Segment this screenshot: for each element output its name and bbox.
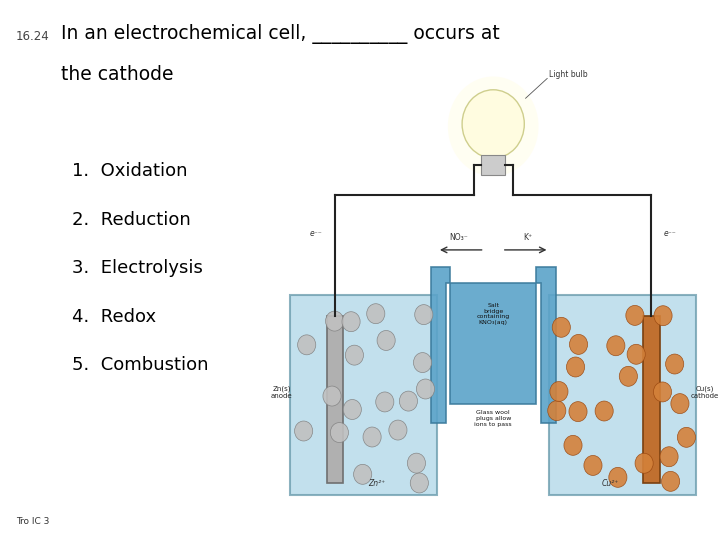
Circle shape [609,468,627,487]
Circle shape [660,447,678,467]
Text: Light bulb: Light bulb [549,70,588,79]
Circle shape [377,330,395,350]
Circle shape [570,334,588,354]
Text: the cathode: the cathode [61,65,174,84]
Circle shape [678,427,696,447]
Text: Zn(s)
anode: Zn(s) anode [271,386,292,399]
Text: 2.  Reduction: 2. Reduction [72,211,191,228]
Text: Tro IC 3: Tro IC 3 [16,517,49,526]
Circle shape [564,435,582,455]
Text: 16.24: 16.24 [16,30,50,43]
Circle shape [550,382,568,402]
Text: NO₃⁻: NO₃⁻ [449,233,468,242]
Circle shape [671,394,689,414]
Circle shape [413,353,431,373]
Text: e⁻⁻: e⁻⁻ [310,229,323,238]
Circle shape [330,423,348,442]
Circle shape [665,354,684,374]
Circle shape [595,401,613,421]
Circle shape [400,391,418,411]
Text: e⁻⁻: e⁻⁻ [664,229,677,238]
Circle shape [662,471,680,491]
Text: Salt
bridge
containing
KNO₃(aq): Salt bridge containing KNO₃(aq) [477,303,510,325]
Circle shape [462,90,524,158]
Text: 5.  Combustion: 5. Combustion [72,356,209,374]
Circle shape [416,379,435,399]
Circle shape [635,453,653,473]
Circle shape [323,386,341,406]
Text: Cu²⁺: Cu²⁺ [601,478,618,488]
Polygon shape [549,295,696,495]
Polygon shape [431,267,556,423]
Circle shape [376,392,394,412]
Text: Zn²⁺: Zn²⁺ [368,478,385,488]
Circle shape [569,402,587,422]
Text: 3.  Electrolysis: 3. Electrolysis [72,259,203,277]
Circle shape [448,77,539,176]
Circle shape [389,420,407,440]
Circle shape [294,421,312,441]
Bar [643,316,660,483]
Circle shape [627,345,645,364]
Polygon shape [290,295,437,495]
Circle shape [346,345,364,365]
Circle shape [325,311,343,331]
Circle shape [552,318,570,338]
Circle shape [363,427,381,447]
Text: Glass wool
plugs allow
ions to pass: Glass wool plugs allow ions to pass [474,410,512,427]
Circle shape [626,306,644,326]
Circle shape [343,400,361,420]
Circle shape [654,306,672,326]
Circle shape [366,303,385,323]
Circle shape [415,305,433,325]
Circle shape [354,464,372,484]
Text: In an electrochemical cell, __________ occurs at: In an electrochemical cell, __________ o… [61,24,500,44]
Circle shape [607,336,625,356]
Bar [327,316,343,483]
Circle shape [584,455,602,475]
Text: K⁺: K⁺ [523,233,532,242]
Text: 1.  Oxidation: 1. Oxidation [72,162,187,180]
Circle shape [342,312,360,332]
Circle shape [408,453,426,473]
Text: Cu(s)
cathode: Cu(s) cathode [690,386,719,399]
Bar [481,156,505,176]
Circle shape [297,335,316,355]
Circle shape [654,382,672,402]
Text: 4.  Redox: 4. Redox [72,308,156,326]
Circle shape [567,357,585,377]
Circle shape [410,473,428,493]
Circle shape [619,366,637,386]
Circle shape [548,401,566,421]
